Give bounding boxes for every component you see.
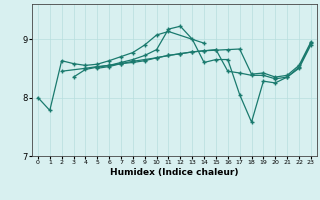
X-axis label: Humidex (Indice chaleur): Humidex (Indice chaleur) (110, 168, 239, 177)
